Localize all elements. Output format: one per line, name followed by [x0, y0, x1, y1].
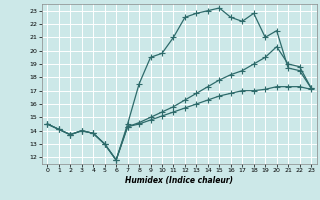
X-axis label: Humidex (Indice chaleur): Humidex (Indice chaleur) — [125, 176, 233, 185]
